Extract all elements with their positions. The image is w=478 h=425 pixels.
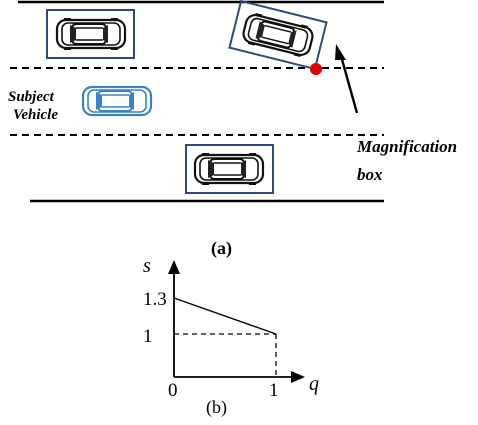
subject-label-line1: Subject (8, 89, 55, 105)
contact-point (310, 63, 322, 75)
annotation-arrow-shaft (339, 55, 359, 114)
x-axis-label: q (309, 373, 319, 395)
annotation-label-line1: Magnification (356, 137, 457, 156)
vehicle-box-lower (185, 144, 274, 194)
x-tick-label-1: 1 (269, 380, 279, 401)
road-scene: Subject Vehicle Magnification box (a) (8, 0, 457, 259)
subject-vehicle (81, 85, 153, 117)
caption-b: (b) (206, 397, 227, 418)
vehicle-lower (193, 151, 265, 187)
vehicle-front-left (55, 16, 127, 52)
annotation-arrow-head (335, 44, 346, 60)
vehicle-merging-group (228, 0, 328, 71)
annotation-label-line2: box (357, 165, 383, 184)
y-axis-label: s (143, 255, 151, 277)
plot-b: s 1.3 1 0 1 q (b) (143, 255, 319, 418)
y-axis-arrow (168, 260, 180, 274)
series-line (173, 297, 277, 335)
vehicle-box-front-left (46, 9, 135, 59)
y-tick-label-1: 1 (143, 326, 153, 347)
vehicle-merging (240, 10, 316, 60)
x-axis-arrow (291, 371, 305, 383)
x-tick-label-0: 0 (168, 380, 178, 401)
y-tick-label-1.3: 1.3 (143, 289, 167, 310)
caption-a: (a) (211, 238, 232, 259)
magnification-box (228, 0, 328, 71)
subject-label-line2: Vehicle (13, 107, 58, 123)
